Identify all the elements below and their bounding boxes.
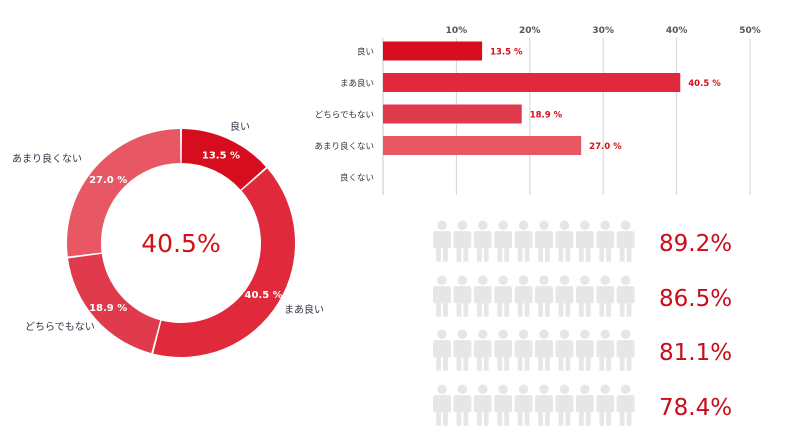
person-icon [575, 275, 594, 317]
person-icon [596, 329, 615, 371]
x-tick-label: 10% [446, 26, 468, 36]
person-icon [575, 220, 594, 262]
person-icon [473, 220, 492, 262]
person-icon [575, 384, 594, 426]
bar-chart: 10% 20% 30% 40% 50% 良い 13.5 % まあ良い 40.5 % どちらでもない… [314, 26, 761, 195]
x-tick-label: 40% [666, 26, 688, 36]
person-icon [596, 384, 615, 426]
x-tick-label: 50% [739, 26, 761, 36]
person-icon [616, 275, 635, 317]
person-icon [535, 275, 553, 317]
person-icon [433, 220, 451, 262]
pictograph-percent-label: 81.1% [659, 340, 732, 366]
bar-value-label: 27.0 % [589, 142, 622, 152]
bar [383, 104, 522, 124]
y-category-label: 良い [357, 47, 374, 58]
person-icon [596, 220, 615, 262]
person-icon [535, 220, 553, 262]
pictograph-percent-label: 78.4% [659, 395, 732, 421]
donut-value-label: 27.0 % [89, 175, 127, 186]
person-icon [514, 329, 533, 371]
person-icon [596, 275, 615, 317]
y-category-label: あまり良くない [314, 141, 374, 152]
person-icon [433, 329, 451, 371]
donut-category-label: 良い [230, 120, 250, 133]
person-icon [555, 220, 574, 262]
donut-category-label: まあ良い [284, 303, 324, 316]
donut-slice [181, 129, 266, 190]
bar-value-label: 18.9 % [530, 111, 563, 121]
person-icon [514, 275, 533, 317]
donut-value-label: 40.5 % [245, 290, 283, 301]
person-icon [616, 220, 635, 262]
person-icon [433, 384, 451, 426]
person-icon [616, 329, 635, 371]
pictograph-percent-label: 86.5% [659, 286, 732, 312]
person-icon [555, 275, 574, 317]
bar [383, 136, 582, 155]
person-icon [473, 384, 492, 426]
person-icon [514, 220, 533, 262]
person-icon [494, 220, 513, 262]
x-tick-label: 30% [592, 26, 614, 36]
pictograph-percent-label: 89.2% [659, 231, 732, 257]
person-icon [453, 384, 472, 426]
bar-value-label: 13.5 % [490, 48, 523, 58]
person-icon [453, 329, 472, 371]
person-icon [494, 329, 513, 371]
person-icon [535, 384, 553, 426]
donut-slice [66, 129, 181, 257]
donut-value-label: 13.5 % [202, 151, 240, 162]
person-icon [555, 384, 574, 426]
y-category-label: 良くない [340, 173, 374, 184]
x-tick-label: 20% [519, 26, 541, 36]
person-icon [453, 220, 472, 262]
person-icon [473, 275, 492, 317]
bar [383, 73, 681, 92]
y-category-label: まあ良い [340, 78, 374, 89]
donut-slice [68, 253, 161, 354]
person-icon [616, 384, 635, 426]
person-icon [494, 275, 513, 317]
y-category-label: どちらでもない [315, 111, 374, 121]
person-icon [473, 329, 492, 371]
donut-slice [153, 168, 295, 357]
bar [383, 41, 483, 61]
person-icon [453, 275, 472, 317]
person-icon [433, 275, 451, 317]
donut-value-label: 18.9 % [89, 303, 127, 314]
person-icon [555, 329, 574, 371]
person-icon [575, 329, 594, 371]
pictograph-chart: 89.2% 86.5% 81.1% 78.4% [433, 220, 732, 426]
donut-center-label: 40.5% [141, 229, 220, 258]
person-icon [494, 384, 513, 426]
person-icon [535, 329, 553, 371]
donut-chart: 13.5 % 良い 40.5 %まあ良い 18.9 % どちらでもない 27.0 % あまり… [12, 120, 324, 357]
bar-value-label: 40.5 % [688, 79, 721, 89]
donut-category-label: どちらでもない [25, 321, 95, 333]
person-icon [514, 384, 533, 426]
donut-category-label: あまり良くない [12, 152, 82, 165]
